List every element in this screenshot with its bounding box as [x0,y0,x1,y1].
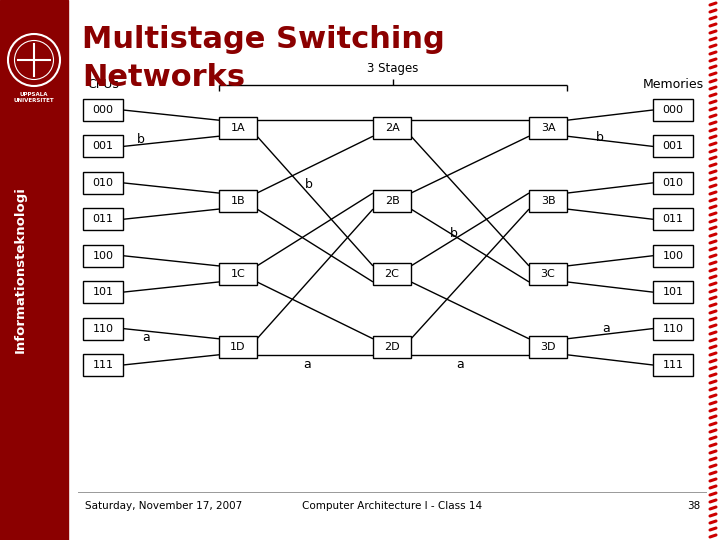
Bar [529,117,567,139]
Text: 011: 011 [662,214,683,224]
Text: 1D: 1D [230,342,246,352]
Text: 2A: 2A [384,123,400,133]
Text: 38: 38 [687,501,700,511]
Text: 000: 000 [662,105,683,115]
Text: 3A: 3A [541,123,555,133]
Bar [83,99,123,121]
Bar [653,208,693,230]
Text: a: a [142,331,150,344]
Text: Informationsteknologi: Informationsteknologi [14,186,27,354]
Bar [83,281,123,303]
Text: a: a [603,322,610,335]
Text: UPPSALA
UNIVERSITET: UPPSALA UNIVERSITET [14,92,54,103]
Text: CPUs: CPUs [87,78,119,91]
Text: 001: 001 [92,141,114,151]
Bar [373,336,411,358]
Text: 011: 011 [92,214,114,224]
Text: Networks: Networks [82,64,245,92]
Bar [219,336,257,358]
Bar [653,172,693,194]
Bar [529,336,567,358]
Text: Memories: Memories [642,78,703,91]
Text: 3 Stages: 3 Stages [367,62,419,75]
Bar [653,281,693,303]
Text: 101: 101 [662,287,683,297]
Bar [653,318,693,340]
Text: 1C: 1C [230,269,246,279]
Text: Saturday, November 17, 2007: Saturday, November 17, 2007 [85,501,242,511]
Text: 010: 010 [92,178,114,188]
Text: b: b [137,133,145,146]
Bar [83,136,123,158]
Text: 101: 101 [92,287,114,297]
Text: 110: 110 [662,323,683,334]
Bar [83,318,123,340]
Bar [529,190,567,212]
Text: 2B: 2B [384,196,400,206]
Text: 3C: 3C [541,269,555,279]
Text: b: b [305,178,312,191]
Bar [219,117,257,139]
Text: b: b [596,131,604,144]
Bar [83,354,123,376]
Text: 1A: 1A [230,123,246,133]
Bar [83,245,123,267]
Text: 1B: 1B [230,196,246,206]
Bar [219,263,257,285]
Text: 2D: 2D [384,342,400,352]
Circle shape [8,34,60,86]
Bar [83,208,123,230]
Bar [83,172,123,194]
Text: Multistage Switching: Multistage Switching [82,25,445,55]
Text: 3D: 3D [540,342,556,352]
Bar [653,354,693,376]
Text: 001: 001 [662,141,683,151]
Bar [373,117,411,139]
Text: 010: 010 [662,178,683,188]
Bar [653,99,693,121]
Bar [653,136,693,158]
Bar [373,190,411,212]
Text: 111: 111 [92,360,114,370]
Bar [0,0,68,540]
Text: 100: 100 [662,251,683,261]
Text: 100: 100 [92,251,114,261]
Bar [529,263,567,285]
Bar [219,190,257,212]
Bar [653,245,693,267]
Text: 2C: 2C [384,269,400,279]
Text: a: a [303,358,311,372]
Text: b: b [450,227,458,240]
Text: Computer Architecture I - Class 14: Computer Architecture I - Class 14 [302,501,482,511]
Text: 000: 000 [92,105,114,115]
Text: 111: 111 [662,360,683,370]
Text: a: a [456,358,464,372]
Text: 110: 110 [92,323,114,334]
Text: 3B: 3B [541,196,555,206]
Bar [373,263,411,285]
